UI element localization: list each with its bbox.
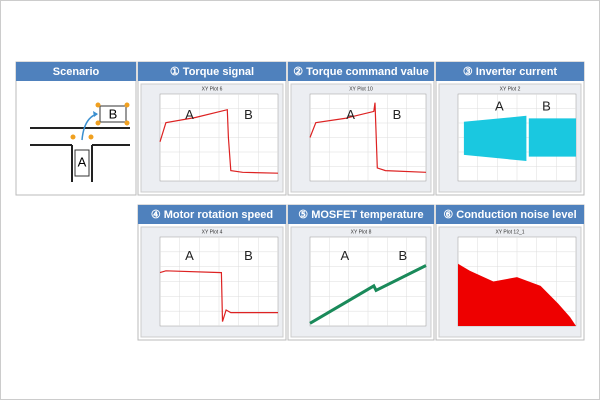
car-b (99, 105, 127, 123)
wheel (95, 120, 101, 126)
panel-header (16, 62, 136, 81)
plot-title: XY Plot 12_1 (495, 229, 524, 235)
panel-header (138, 62, 286, 81)
car-label: B (109, 106, 118, 121)
phase-label: B (542, 98, 551, 113)
phase-label: A (340, 248, 349, 263)
panel-header-text: ② Torque command value (293, 66, 429, 78)
current-band (528, 118, 576, 157)
panel-header-text: ⑥ Conduction noise level (443, 209, 576, 221)
panel-header (436, 62, 584, 81)
panel-header-text: ③ Inverter current (463, 66, 558, 78)
panel-header-text: ⑤ MOSFET temperature (298, 209, 423, 221)
phase-label: B (398, 248, 407, 263)
curve (159, 270, 278, 322)
wheel (95, 102, 101, 108)
panel-header (436, 205, 584, 224)
panel-header (288, 205, 434, 224)
phase-label: A (185, 107, 194, 122)
phase-label: A (346, 107, 355, 122)
phase-label: B (393, 107, 402, 122)
arrow-head (93, 111, 98, 117)
wheel (70, 134, 76, 140)
phase-label: A (185, 248, 194, 263)
curve (159, 108, 279, 174)
plot-title: XY Plot 4 (202, 229, 223, 235)
panel-header-text: Scenario (53, 66, 100, 78)
panel-header-text: ① Torque signal (170, 66, 254, 78)
noise-area (458, 263, 576, 326)
wheel (124, 102, 130, 108)
plot-title: XY Plot 2 (500, 86, 521, 92)
plot-title: XY Plot 8 (351, 229, 372, 235)
car-label: A (78, 154, 87, 169)
panel-header (288, 62, 434, 81)
wheel (88, 134, 94, 140)
panel-header (138, 205, 286, 224)
wheel (124, 120, 130, 126)
curve (309, 264, 427, 325)
phase-label: B (244, 248, 253, 263)
plot-title: XY Plot 6 (202, 86, 223, 92)
phase-label: A (495, 98, 504, 113)
car-a (74, 149, 90, 177)
plot-title: XY Plot 10 (349, 86, 373, 92)
phase-label: B (244, 107, 253, 122)
curve (309, 102, 427, 173)
current-band (463, 115, 527, 161)
panel-header-text: ④ Motor rotation speed (151, 209, 273, 221)
